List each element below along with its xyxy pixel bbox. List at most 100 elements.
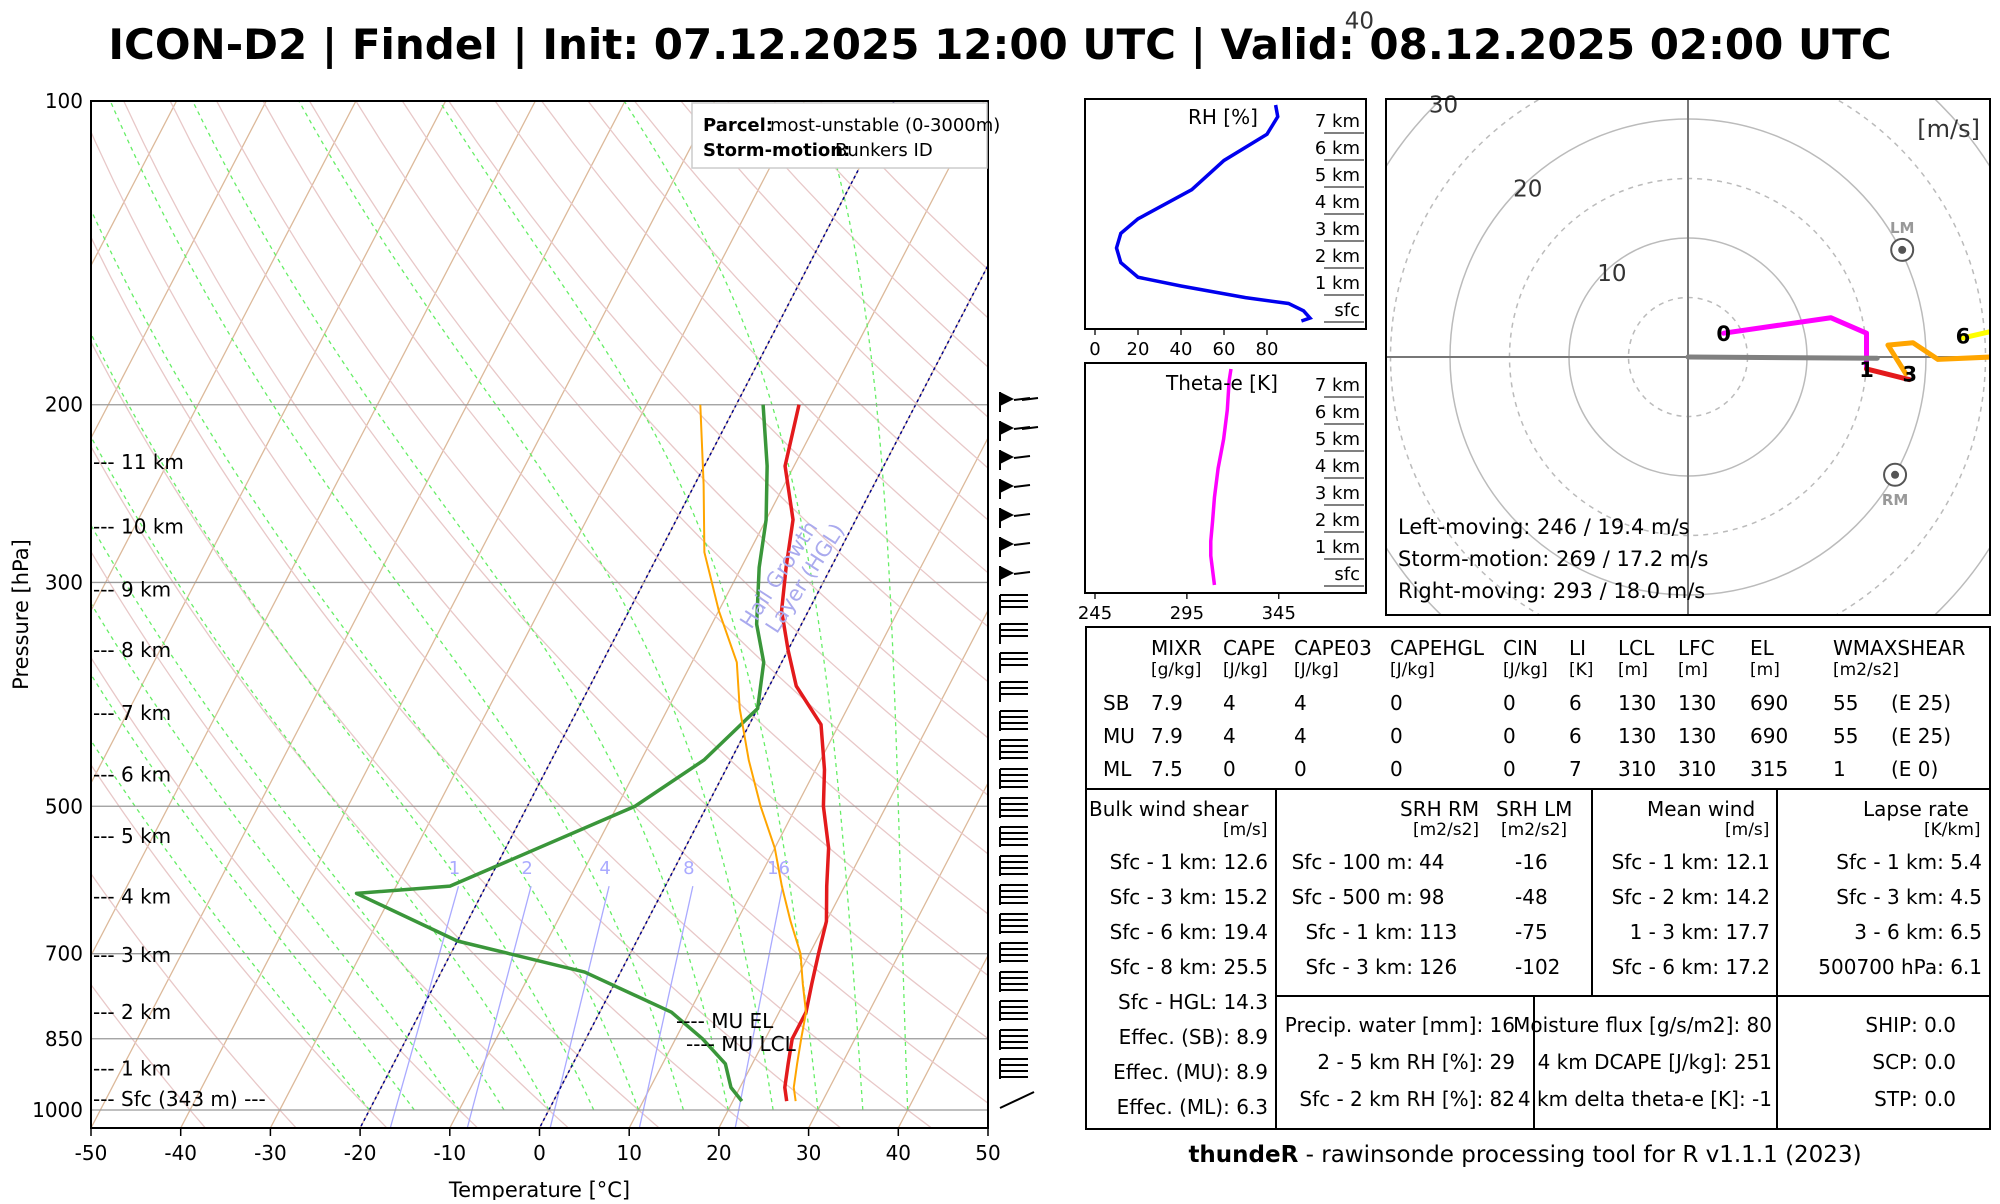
rh-title: RH [%] (1188, 105, 1258, 129)
isotherm (269, 101, 805, 1131)
srh-rm-value: 126 (1419, 957, 1457, 977)
footer-text: - rawinsonde processing tool for R v1.1.… (1298, 1142, 1861, 1168)
param-value: 4 (1223, 726, 1236, 746)
shear-row: Effec. (ML): 6.3 (1117, 1097, 1268, 1117)
pressure-tick-label: 850 (45, 1027, 83, 1051)
param-header: LI (1569, 638, 1586, 658)
param-value: 0 (1503, 693, 1516, 713)
rh-profile-height-label: 4 km (1315, 192, 1360, 213)
height-label: --- 7 km (93, 701, 171, 725)
rh-profile-height-label: 6 km (1315, 138, 1360, 159)
x-axis-label: Temperature [°C] (448, 1178, 630, 1200)
srh-row-label: Sfc - 3 km: (1305, 957, 1413, 977)
shear-row: Effec. (SB): 8.9 (1119, 1027, 1268, 1047)
wind-barb (1000, 1059, 1028, 1079)
wind-barb-feather (1014, 572, 1030, 574)
composite-row: SCP: 0.0 (1872, 1052, 1956, 1072)
hodograph-ring-label: 40 (1345, 8, 1374, 34)
dry-adiabat (31, 101, 845, 1131)
wind-barb-flag (1000, 421, 1014, 435)
wind-barb-flag (1000, 537, 1014, 551)
srh-row-label: Sfc - 500 m: (1292, 887, 1413, 907)
param-value: 7.9 (1151, 726, 1183, 746)
height-label: --- 6 km (93, 762, 171, 786)
figure-title: ICON-D2 | Findel | Init: 07.12.2025 12:0… (108, 20, 1891, 69)
hodograph-stat: Left-moving: 246 / 19.4 m/s (1398, 515, 1689, 539)
theta-e-profile-height-label: 5 km (1315, 429, 1360, 450)
param-value: 7.9 (1151, 693, 1183, 713)
flux-row: Moisture flux [g/s/m2]: 80 (1513, 1015, 1772, 1035)
param-unit: [m] (1750, 662, 1780, 679)
theta-e-profile-tick-label: 345 (1262, 603, 1296, 624)
rh-profile-tick-label: 40 (1170, 339, 1193, 360)
pressure-tick-label: 500 (45, 794, 83, 818)
height-label: --- 10 km (93, 514, 184, 538)
param-value: MU (1103, 726, 1135, 746)
pressure-tick-label: 300 (45, 570, 83, 594)
rh-profile-height-label: 1 km (1315, 273, 1360, 294)
shear-unit: [m/s] (1223, 822, 1267, 839)
rh-profile-height-label: 5 km (1315, 165, 1360, 186)
mixing-ratio-label: 4 (599, 858, 610, 879)
param-unit: [m] (1678, 662, 1708, 679)
wind-barb-flag (1000, 566, 1014, 580)
storm-motion-marker-dot (1891, 471, 1899, 479)
theta-e-profile-tick-label: 245 (1078, 603, 1112, 624)
hodograph-ring-label: 20 (1513, 177, 1542, 203)
param-value: (E 25) (1891, 693, 1951, 713)
rh-profile-height-label: sfc (1334, 300, 1360, 321)
param-unit: [m] (1618, 662, 1648, 679)
param-value: 7.5 (1151, 759, 1183, 779)
height-label: --- 2 km (93, 1000, 171, 1024)
mixing-ratio-label: 1 (449, 858, 460, 879)
srh-row-label: Sfc - 100 m: (1292, 852, 1413, 872)
theta-e-profile-height-label: sfc (1334, 564, 1360, 585)
param-value: 55 (1833, 726, 1858, 746)
mixing-ratio-label: 8 (683, 858, 694, 879)
skewt-legend: Parcel:most-unstable (0-3000m)Storm-moti… (692, 103, 1000, 168)
pressure-tick-label: 1000 (32, 1098, 83, 1122)
hodograph-stat: Storm-motion: 269 / 17.2 m/s (1398, 547, 1708, 571)
x-tick-label: 40 (886, 1141, 911, 1165)
height-label: --- 1 km (93, 1057, 171, 1081)
dewpoint-line (357, 405, 768, 1101)
wind-barb (1000, 798, 1028, 818)
lapse-unit: [K/km] (1924, 822, 1981, 839)
param-value: 55 (1833, 693, 1858, 713)
param-value: 6 (1569, 693, 1582, 713)
wind-barb-flag (1000, 450, 1014, 464)
wind-barb (1000, 1001, 1028, 1021)
lapse-row: Sfc - 1 km: 5.4 (1836, 852, 1982, 872)
wind-barb-feather (1014, 543, 1030, 545)
param-value: 0 (1390, 759, 1403, 779)
x-tick-label: -50 (75, 1141, 108, 1165)
height-label: --- 9 km (93, 578, 171, 602)
wind-barb-feather (1014, 456, 1030, 458)
isotherm (0, 101, 446, 1131)
x-tick-label: -20 (344, 1141, 377, 1165)
srh-rm-value: 98 (1419, 887, 1444, 907)
shear-row: Sfc - 8 km: 25.5 (1110, 957, 1268, 977)
param-header: EL (1750, 638, 1774, 658)
param-value: 130 (1678, 693, 1716, 713)
param-value: 4 (1223, 693, 1236, 713)
x-tick-label: -30 (254, 1141, 287, 1165)
rh-profile-tick-label: 20 (1127, 339, 1150, 360)
theta-e-profile-tick-label: 295 (1170, 603, 1204, 624)
param-unit: [K] (1569, 662, 1593, 679)
hodograph-1-3-km-low (1688, 357, 1877, 358)
composite-row: SHIP: 0.0 (1865, 1015, 1956, 1035)
x-tick-label: -40 (164, 1141, 197, 1165)
param-header: MIXR (1151, 638, 1202, 658)
theta-e-title: Theta-e [K] (1165, 371, 1278, 395)
pressure-tick-label: 200 (45, 393, 83, 417)
param-value: 7 (1569, 759, 1582, 779)
srh-lm-value: -75 (1515, 922, 1548, 942)
shear-row: Sfc - HGL: 14.3 (1118, 992, 1268, 1012)
mu-el-label: ---- MU EL (676, 1009, 774, 1033)
srh-lm-unit: [m2/s2] (1501, 822, 1567, 839)
table-border (1085, 626, 1087, 1130)
theta-e-profile-height-label: 4 km (1315, 456, 1360, 477)
x-tick-label: 50 (975, 1141, 1000, 1165)
